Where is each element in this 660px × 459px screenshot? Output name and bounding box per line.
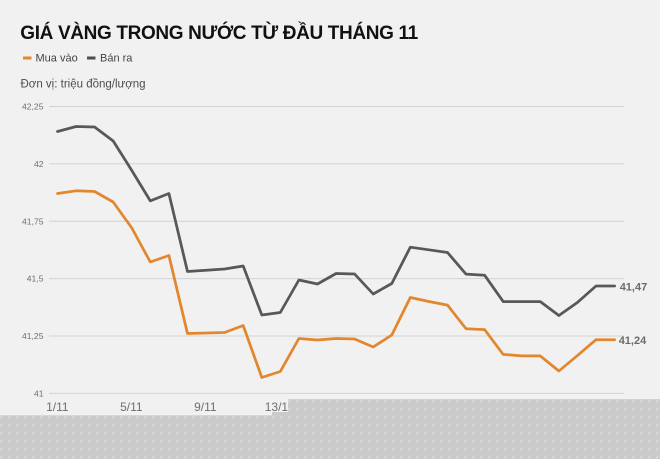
svg-text:9/11: 9/11	[194, 400, 217, 414]
svg-text:GIÁ VÀNG TRONG NƯỚC TỪ ĐẦU THÁ: GIÁ VÀNG TRONG NƯỚC TỪ ĐẦU THÁNG 11	[20, 22, 418, 44]
svg-text:41,5: 41,5	[27, 274, 44, 284]
svg-text:1/11: 1/11	[46, 400, 69, 414]
svg-text:41,75: 41,75	[22, 216, 44, 226]
svg-text:41: 41	[34, 389, 44, 399]
svg-text:41,25: 41,25	[22, 331, 44, 341]
svg-text:Mua vào: Mua vào	[36, 53, 78, 65]
svg-text:42: 42	[34, 159, 44, 169]
svg-text:42,25: 42,25	[22, 102, 44, 112]
svg-text:Bán ra: Bán ra	[100, 53, 133, 65]
svg-text:41,47: 41,47	[620, 281, 648, 293]
svg-text:41,24: 41,24	[619, 335, 647, 347]
svg-text:Đơn vị: triệu đồng/lượng: Đơn vị: triệu đồng/lượng	[21, 79, 146, 91]
svg-text:5/11: 5/11	[120, 400, 143, 414]
svg-text:13/11: 13/11	[265, 400, 294, 414]
